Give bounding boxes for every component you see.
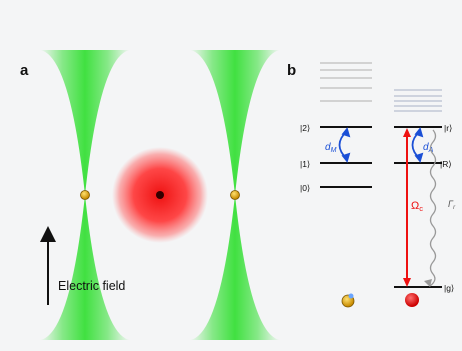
- coupling-arrow-molecule: [338, 127, 351, 163]
- upper-levels-left: [320, 62, 372, 102]
- coupling-label-molecule: dM: [325, 142, 337, 154]
- decay-wave: [429, 129, 437, 287]
- level-g-label: |g⟩: [444, 283, 454, 293]
- electric-field-label: Electric field: [58, 279, 125, 293]
- decay-arrowhead: [424, 279, 432, 287]
- molecule-right: [230, 190, 240, 200]
- rabi-arrow: [403, 128, 411, 287]
- decay-label: Γr: [448, 199, 456, 211]
- panel-a-label: a: [20, 62, 29, 79]
- level-r-label: |r⟩: [444, 123, 452, 133]
- atom-icon: [405, 293, 419, 307]
- level-0-label: |0⟩: [300, 183, 310, 193]
- upper-levels-right: [394, 89, 442, 112]
- coupling-arrow-atom: [411, 127, 424, 163]
- tweezer-beam-right: [190, 50, 280, 340]
- panel-b-label: b: [287, 62, 296, 79]
- atom-center-dot: [156, 191, 164, 199]
- level-R-label: |R⟩: [440, 159, 452, 169]
- molecule-icon-highlight: [348, 293, 354, 299]
- level-2-label: |2⟩: [300, 123, 310, 133]
- level-1-label: |1⟩: [300, 159, 310, 169]
- tweezer-beam-left: [40, 50, 130, 340]
- molecule-left: [80, 190, 90, 200]
- rabi-label: Ωc: [411, 200, 423, 213]
